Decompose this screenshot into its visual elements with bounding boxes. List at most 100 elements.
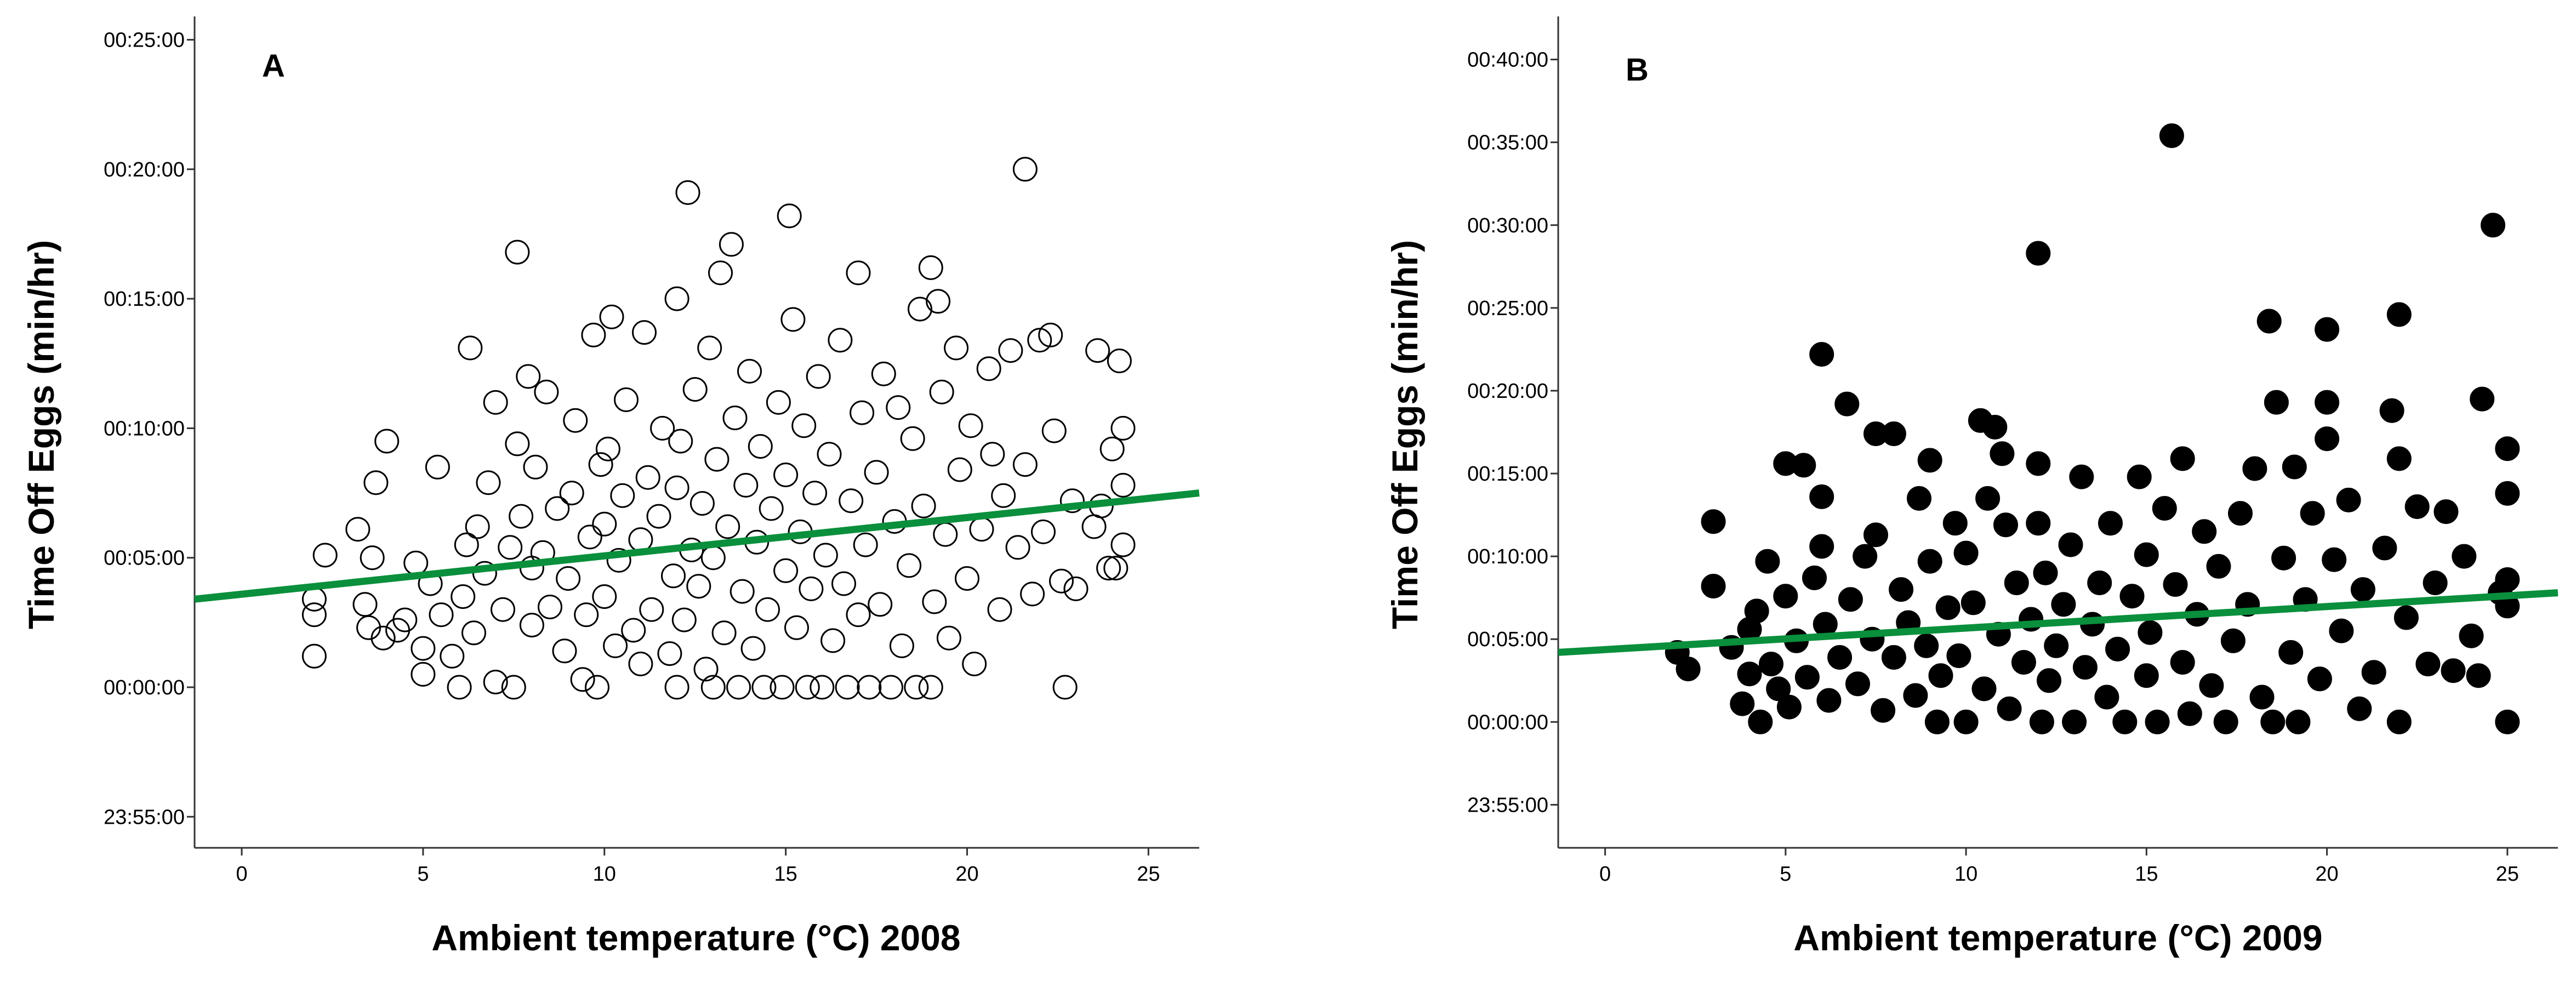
data-point — [1020, 581, 1045, 607]
y-tick-label: 00:25:00 — [104, 29, 185, 52]
data-point — [476, 470, 501, 495]
data-point — [2119, 584, 2145, 609]
data-point — [2004, 571, 2029, 595]
data-point — [2192, 519, 2217, 544]
data-point — [976, 356, 1001, 381]
data-point — [2213, 709, 2238, 734]
data-point — [458, 335, 483, 361]
data-point — [1110, 472, 1136, 498]
data-point — [682, 377, 708, 402]
data-point — [1881, 645, 1906, 670]
data-point — [2112, 709, 2138, 734]
data-point — [516, 364, 541, 389]
panel-label-a: A — [262, 48, 285, 84]
data-point — [1961, 590, 1986, 615]
data-point — [1809, 484, 1834, 509]
data-point — [538, 595, 562, 619]
y-tick-label: 00:20:00 — [1467, 380, 1548, 403]
data-point — [1809, 534, 1834, 559]
data-points-b — [1665, 123, 2520, 734]
x-tick-label: 15 — [774, 863, 797, 886]
regression-line — [194, 489, 1200, 603]
data-point — [1005, 535, 1030, 560]
data-point — [1914, 633, 1939, 658]
data-point — [1990, 441, 2015, 466]
data-point — [1012, 452, 1038, 477]
data-point — [2127, 464, 2152, 489]
data-point — [552, 638, 577, 664]
chart-panel-b: B Time Off Eggs (min/hr) Ambient tempera… — [1384, 16, 2558, 958]
data-point — [908, 296, 932, 322]
data-point — [1776, 694, 1802, 720]
data-point — [2256, 309, 2282, 334]
y-axis-title-b: Time Off Eggs (min/hr) — [1384, 240, 1425, 629]
data-point — [1027, 328, 1052, 353]
data-point — [1759, 652, 1783, 677]
data-point — [509, 504, 534, 529]
data-point — [2199, 673, 2224, 698]
data-point — [2098, 511, 2123, 536]
x-tick-label: 0 — [1599, 863, 1611, 886]
data-point — [962, 652, 987, 676]
data-point — [846, 260, 871, 286]
data-point — [639, 597, 664, 622]
data-point — [1917, 549, 1942, 574]
data-point — [715, 514, 740, 539]
panel-label-b: B — [1626, 52, 1649, 88]
data-point — [606, 547, 631, 573]
data-point — [1063, 576, 1088, 601]
data-point — [454, 532, 479, 557]
y-tick-label: 00:10:00 — [1467, 545, 1548, 568]
data-point — [904, 675, 929, 700]
data-point — [635, 465, 660, 490]
data-point — [2372, 535, 2397, 561]
fit-line-b — [1558, 589, 2558, 656]
data-point — [2470, 386, 2495, 412]
data-point — [2307, 666, 2332, 692]
data-point — [491, 597, 515, 622]
x-tick-label: 25 — [2496, 863, 2519, 886]
data-point — [697, 335, 722, 361]
y-axis-title-a: Time Off Eggs (min/hr) — [21, 240, 61, 629]
data-point — [868, 592, 893, 617]
data-point — [2315, 426, 2340, 452]
data-point — [621, 618, 646, 643]
data-point — [810, 675, 835, 700]
fit-line-a — [194, 489, 1200, 603]
data-point — [784, 615, 809, 640]
data-point — [2228, 501, 2253, 526]
data-point — [693, 657, 719, 682]
x-tick-label: 25 — [1137, 863, 1160, 886]
data-point — [675, 180, 700, 205]
y-tick-label: 00:40:00 — [1467, 49, 1548, 72]
data-point — [592, 584, 617, 609]
data-point — [2386, 709, 2412, 734]
data-point — [563, 408, 588, 433]
data-point — [969, 517, 994, 542]
data-point — [1744, 598, 1769, 624]
data-point — [2336, 487, 2361, 512]
data-point — [2315, 390, 2340, 415]
data-point — [1863, 522, 1888, 547]
data-point — [2011, 650, 2036, 675]
data-point — [574, 602, 599, 628]
data-point — [1766, 676, 1791, 701]
y-tick-label: 00:20:00 — [104, 158, 185, 181]
data-point — [1701, 509, 1726, 534]
data-point — [2170, 446, 2195, 471]
data-point — [853, 532, 878, 557]
data-point — [1982, 414, 2008, 440]
data-point — [559, 481, 584, 506]
data-point — [650, 415, 675, 441]
data-point — [1993, 512, 2018, 538]
data-point — [411, 661, 436, 687]
data-point — [777, 203, 802, 229]
data-point — [2386, 446, 2412, 471]
data-point — [879, 675, 903, 700]
data-point — [958, 413, 983, 438]
data-point — [1099, 436, 1125, 461]
data-point — [926, 289, 951, 314]
data-point — [2393, 605, 2419, 630]
data-point — [664, 675, 689, 700]
data-point — [498, 535, 523, 560]
